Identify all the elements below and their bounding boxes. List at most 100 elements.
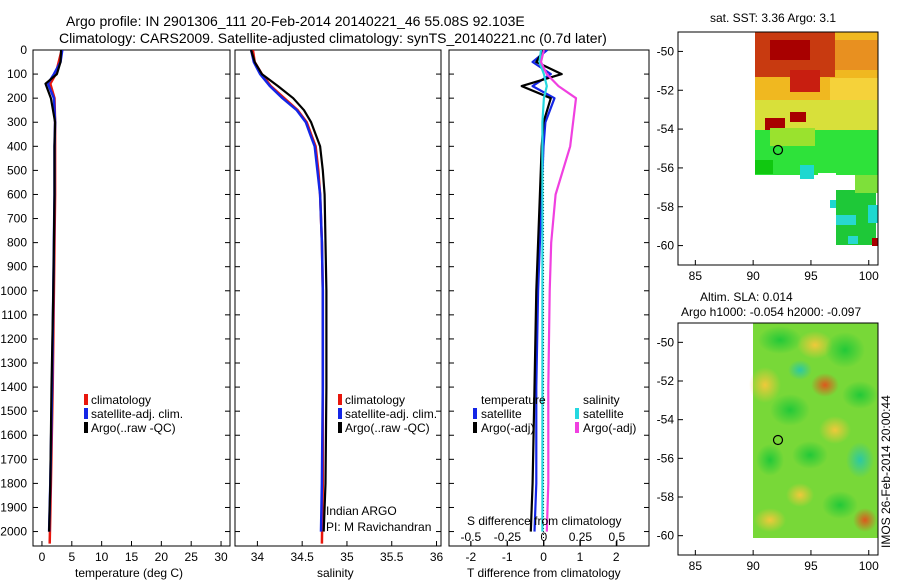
x-tick-label: 0 <box>541 530 548 544</box>
lon-tick-label: 100 <box>859 559 879 573</box>
depth-tick-label: 1800 <box>0 476 27 490</box>
legend-label: Argo(-adj) <box>481 421 534 435</box>
legend-title-temperature: temperature <box>481 393 546 407</box>
series-line <box>538 50 548 532</box>
x-tick-label: 34 <box>251 550 265 564</box>
x-tick-label: 36 <box>430 550 444 564</box>
x-tick-label: 1 <box>577 550 584 564</box>
lon-tick-label: 90 <box>746 559 760 573</box>
depth-tick-label: 1600 <box>0 428 27 442</box>
lon-tick-label: 100 <box>859 269 879 283</box>
lat-tick-label: -58 <box>657 200 675 214</box>
sla-map-axes: 85 90 95 100 -50 -52 -54 -56 -58 -60 <box>657 335 879 573</box>
legend-label: Argo(..raw -QC) <box>345 421 430 435</box>
legend-label: satellite <box>481 407 522 421</box>
lat-tick-label: -60 <box>657 529 675 543</box>
lat-tick-label: -56 <box>657 161 675 175</box>
x-tick-label: 25 <box>185 550 199 564</box>
temperature-axes <box>32 49 231 547</box>
s-difference-x-axis: -0.5 -0.25 0 0.25 0.5 <box>461 530 626 546</box>
salinity-xlabel: salinity <box>317 566 354 580</box>
lat-tick-label: -58 <box>657 490 675 504</box>
sla-field <box>749 323 878 538</box>
sst-map: 85 90 95 100 -50 -52 -54 -56 -58 -60 <box>657 31 879 283</box>
depth-tick-label: 2000 <box>0 525 27 539</box>
x-tick-label: 35 <box>340 550 354 564</box>
x-tick-label: 10 <box>95 550 109 564</box>
t-difference-xlabel: T difference from climatology <box>467 566 621 580</box>
difference-legend: temperature satellite Argo(-adj) salinit… <box>473 393 636 435</box>
sla-map: 85 90 95 100 -50 -52 -54 -56 -58 -60 <box>657 322 879 573</box>
x-tick-label: 35.5 <box>380 550 404 564</box>
legend-label: satellite-adj. clim. <box>345 407 437 421</box>
x-tick-label: 0.25 <box>569 530 593 544</box>
sla-map-subtitle: Argo h1000: -0.054 h2000: -0.097 <box>681 305 861 319</box>
legend-swatch-argo <box>84 422 88 433</box>
lon-tick-label: 95 <box>804 559 818 573</box>
depth-tick-label: 0 <box>20 43 27 57</box>
sst-field <box>755 32 878 246</box>
legend-label: Argo(-adj) <box>583 421 636 435</box>
lat-tick-label: -56 <box>657 451 675 465</box>
legend-swatch-argo <box>338 422 342 433</box>
figure-subtitle: Climatology: CARS2009. Satellite-adjuste… <box>59 30 607 46</box>
depth-tick-label: 1500 <box>0 404 27 418</box>
lat-tick-label: -50 <box>657 44 675 58</box>
lon-tick-label: 85 <box>689 559 703 573</box>
depth-tick-label: 200 <box>7 91 27 105</box>
lat-tick-label: -50 <box>657 335 675 349</box>
data-centre-note: Indian ARGO <box>326 504 397 518</box>
float-position-marker <box>772 144 784 156</box>
depth-tick-label: 900 <box>7 260 27 274</box>
depth-tick-label: 100 <box>7 67 27 81</box>
x-tick-label: -0.5 <box>461 530 482 544</box>
depth-tick-label: 1900 <box>0 500 27 514</box>
depth-tick-label: 1400 <box>0 380 27 394</box>
legend-swatch-s-satellite <box>575 408 579 419</box>
depth-tick-label: 1300 <box>0 356 27 370</box>
lat-tick-label: -52 <box>657 83 675 97</box>
legend-swatch-climatology <box>338 394 342 405</box>
depth-tick-label: 800 <box>7 236 27 250</box>
t-difference-x-axis: -2 -1 0 1 2 <box>465 541 620 564</box>
legend-title-salinity: salinity <box>583 393 620 407</box>
sla-map-frame <box>677 322 879 556</box>
sla-map-title: Altim. SLA: 0.014 <box>700 290 793 304</box>
series-line <box>539 50 578 532</box>
lon-tick-label: 85 <box>689 269 703 283</box>
depth-tick-label: 600 <box>7 187 27 201</box>
series-line <box>249 50 325 532</box>
legend-swatch-s-argo <box>575 422 579 433</box>
x-tick-label: 5 <box>68 550 75 564</box>
depth-axis: 0 100 200 300 400 500 600 700 800 900 1000 1100 1200… <box>0 43 649 539</box>
float-position-marker <box>772 434 784 446</box>
lat-tick-label: -60 <box>657 239 675 253</box>
lat-tick-label: -52 <box>657 374 675 388</box>
sst-map-frame <box>677 31 879 266</box>
depth-tick-label: 500 <box>7 163 27 177</box>
legend-label: climatology <box>91 393 151 407</box>
depth-tick-label: 700 <box>7 212 27 226</box>
legend-swatch-satellite <box>84 408 88 419</box>
difference-axes <box>448 49 650 547</box>
legend-swatch-satellite <box>338 408 342 419</box>
temperature-lines <box>44 50 64 544</box>
salinity-legend: climatology satellite-adj. clim. Argo(..… <box>338 393 437 435</box>
s-difference-xlabel: S difference from climatology <box>467 514 622 528</box>
series-line <box>44 50 63 532</box>
salinity-x-axis: 34 34.5 35 35.5 36 <box>251 541 444 564</box>
x-tick-label: -0.25 <box>494 530 522 544</box>
imos-timestamp: IMOS 26-Feb-2014 20:00:44 <box>879 395 893 548</box>
temperature-xlabel: temperature (deg C) <box>75 566 183 580</box>
x-tick-label: 30 <box>214 550 228 564</box>
x-tick-label: 0.5 <box>609 530 626 544</box>
x-tick-label: 0 <box>540 550 547 564</box>
series-line <box>250 50 328 532</box>
difference-lines <box>520 50 578 546</box>
depth-tick-label: 1000 <box>0 284 27 298</box>
legend-label: satellite <box>583 407 624 421</box>
legend-swatch-t-argo <box>473 422 477 433</box>
sst-map-axes: 85 90 95 100 -50 -52 -54 -56 -58 -60 <box>657 44 879 283</box>
x-tick-label: 0 <box>39 550 46 564</box>
lon-tick-label: 95 <box>804 269 818 283</box>
